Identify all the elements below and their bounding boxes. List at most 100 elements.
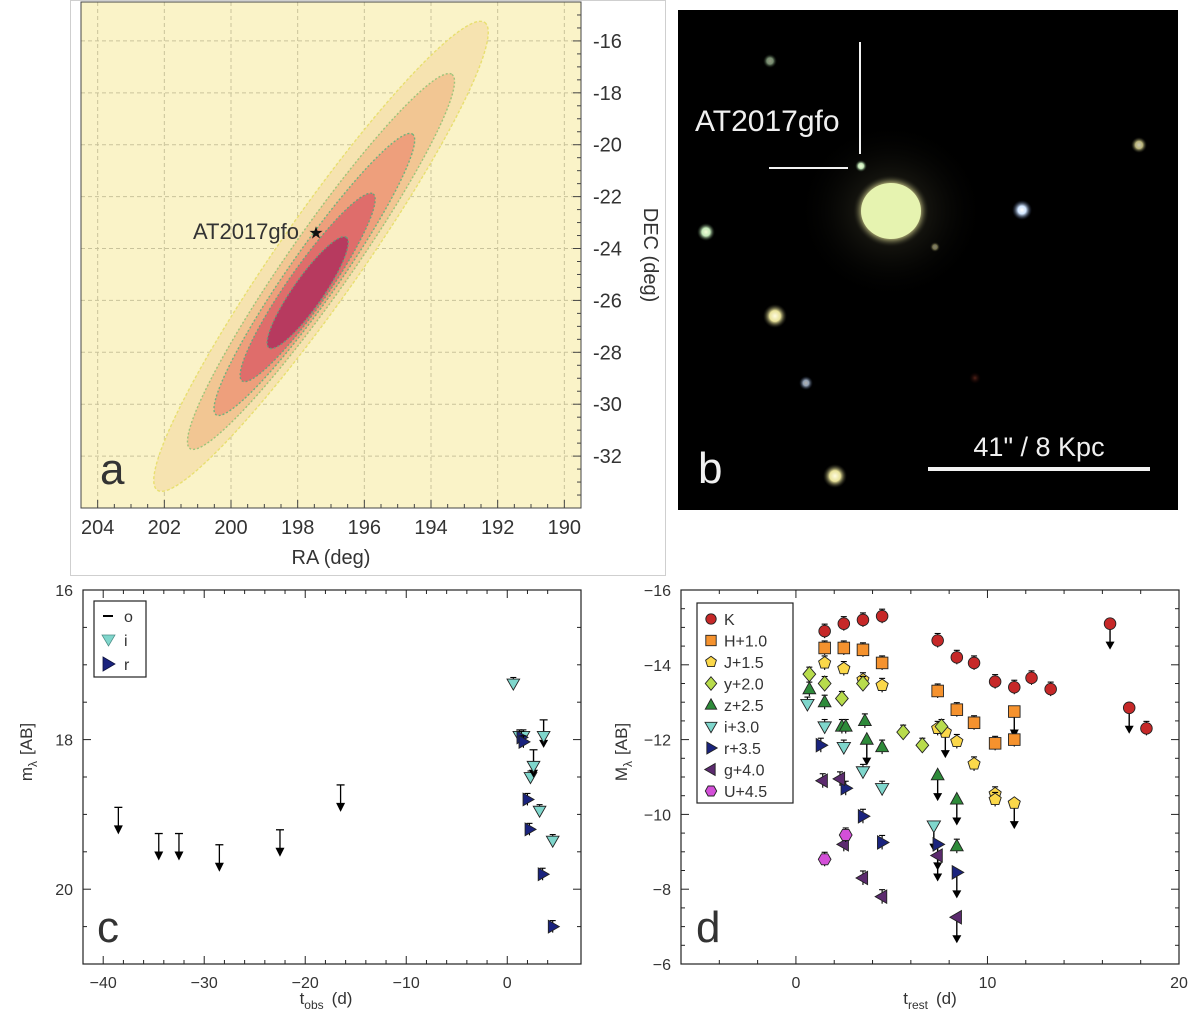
y-tick-label: −12 [644, 733, 671, 750]
data-point [506, 678, 521, 692]
data-point [1140, 722, 1153, 735]
panel-b-letter: b [698, 444, 722, 493]
legend-label: J+1.5 [724, 655, 764, 672]
data-point [857, 713, 873, 726]
data-point [931, 634, 944, 647]
star-marker-icon: ★ [308, 223, 323, 243]
data-point [832, 771, 846, 787]
panel-d-y-axis-label: Mλ [AB] [612, 723, 635, 781]
x-tick-label: −30 [191, 975, 218, 992]
data-point [518, 734, 531, 749]
legend-pentagon-icon [705, 655, 717, 668]
series-K [818, 608, 1153, 736]
y-tick-label: -30 [593, 394, 622, 416]
y-tick-label: 18 [55, 733, 73, 750]
x-tick-label: 190 [548, 517, 581, 539]
data-point [874, 783, 890, 797]
x-tick-label: −40 [90, 975, 117, 992]
data-point [838, 828, 853, 841]
upper-limit-arrowhead [933, 873, 943, 882]
panel-a-x-axis-label: RA (deg) [292, 547, 371, 569]
data-point [951, 864, 965, 880]
data-point [988, 792, 1002, 806]
panel-b-transient-label: AT2017gfo [695, 105, 840, 138]
panel-d-xlabel-sub: rest [908, 998, 929, 1012]
x-tick-label: 196 [348, 517, 381, 539]
data-point [1008, 705, 1021, 718]
upper-limit-arrowhead [174, 851, 184, 861]
panel-d-xlabel-main: t [903, 989, 908, 1008]
data-point [855, 870, 869, 886]
data-point [818, 655, 832, 669]
legend-label: g+4.0 [724, 763, 765, 780]
legend-label: y+2.0 [724, 677, 764, 694]
data-point [536, 731, 551, 744]
x-tick-label: 202 [148, 517, 181, 539]
panel-d-absolute-light-curve: 0 10 20 −16 −14 −12 −10 −8 −6 K H+1.0 J+1.5 y+2.0 z+… [612, 583, 1188, 1012]
data-point [1044, 682, 1057, 696]
panel-d-legend: K H+1.0 J+1.5 y+2.0 z+2.5 i+3.0 r+3.5 g+4.0 U+4.… [696, 602, 794, 804]
data-point [1008, 733, 1021, 746]
upper-limit-arrowhead [952, 817, 962, 826]
series-H+1.0 [818, 640, 1021, 751]
panel-d-ylabel-unit: [AB] [612, 723, 631, 755]
y-tick-label: −16 [644, 583, 671, 600]
panel-d-ylabel-sub: λ [621, 761, 635, 767]
x-tick-label: 0 [791, 975, 800, 992]
y-tick-label: -26 [593, 290, 622, 312]
legend-triangle-right-icon [102, 656, 116, 672]
panel-c-axes-frame [82, 589, 582, 965]
y-tick-label: -32 [593, 446, 622, 468]
panel-c-ylabel-unit: [AB] [17, 723, 36, 755]
panel-c-letter: c [97, 903, 119, 952]
series-U+4.5 [817, 827, 853, 867]
x-tick-label: 192 [481, 517, 514, 539]
y-tick-label: −6 [653, 957, 671, 974]
data-point [932, 836, 946, 852]
upper-limit-arrowhead [940, 750, 950, 759]
data-point [875, 609, 889, 623]
legend-tri-right-icon [706, 741, 719, 755]
svg-text:mλ[AB]: mλ [AB] [17, 723, 40, 781]
y-tick-label: 16 [55, 583, 73, 600]
panel-c-ylabel-main: m [17, 767, 36, 781]
data-point [948, 909, 962, 925]
x-tick-label: −10 [393, 975, 420, 992]
y-tick-label: −10 [644, 807, 671, 824]
panel-c-xlabel-sub: obs [304, 998, 323, 1012]
data-point [817, 721, 833, 735]
panel-d-xlabel-unit: (d) [936, 989, 957, 1008]
star [799, 376, 813, 390]
svg-text:trest(d): trest (d) [903, 989, 957, 1012]
data-point [856, 613, 870, 627]
legend-label-i: i [124, 633, 128, 650]
x-tick-label: −20 [292, 975, 319, 992]
data-point [834, 690, 849, 707]
data-point [926, 820, 942, 834]
panel-c-x-axis-label: tobs (d) [300, 989, 353, 1012]
data-point [915, 736, 930, 754]
scale-bar-label: 41" / 8 Kpc [973, 432, 1104, 462]
legend-tri-up-icon [704, 697, 718, 710]
legend-label: U+4.5 [724, 784, 767, 801]
data-point [934, 718, 949, 735]
upper-limit-arrowhead [529, 769, 539, 778]
y-tick-label: -20 [593, 135, 622, 157]
data-point [817, 675, 832, 692]
legend-tri-down-icon [704, 721, 718, 734]
data-point [930, 767, 945, 781]
legend-label: z+2.5 [724, 698, 764, 715]
star [969, 372, 981, 384]
series-i [506, 676, 560, 849]
data-point [857, 808, 871, 824]
panel-c-y-axis-label: mλ [AB] [17, 723, 40, 781]
panel-d-series [799, 608, 1153, 944]
panel-a-letter: a [100, 445, 125, 494]
panel-d-ylabel-main: M [612, 767, 631, 781]
legend-label-o: o [124, 609, 133, 626]
panel-a-x-ticks: 204 202 200 198 196 194 192 190 [81, 500, 581, 539]
y-tick-label: -16 [593, 31, 622, 53]
panel-c-xlabel-unit: (d) [332, 989, 353, 1008]
panel-c-ylabel-sub: λ [26, 761, 40, 767]
data-point [545, 835, 560, 849]
